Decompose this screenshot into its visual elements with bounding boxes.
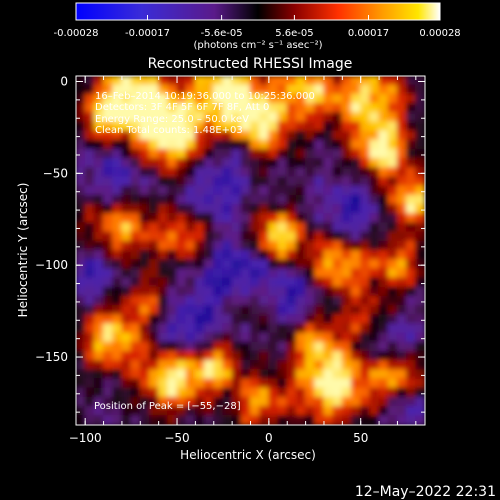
annotation-time: 16–Feb–2014 10:19:36.000 to 10:25:36.000: [95, 91, 315, 102]
colorbar-units-label: (photons cm⁻² s⁻¹ asec⁻²): [193, 40, 322, 51]
y-axis-label: Heliocentric Y (arcsec): [16, 183, 30, 318]
colorbar-gradient: [75, 2, 441, 21]
colorbar: -0.00028 -0.00017 -5.6e-05 5.6e-05 0.00017 0.…: [54, 2, 461, 51]
y-tick-label: −100: [35, 258, 68, 272]
heatmap-image: [76, 76, 425, 425]
colorbar-tick-label: -0.00017: [125, 28, 170, 39]
annotation-energy: Energy Range: 25.0 – 50.0 keV: [95, 114, 249, 125]
y-tick-label: −150: [35, 350, 68, 364]
x-tick-label: −100: [69, 431, 102, 445]
axis-ticks: −100 −50 0 50 0 −50 −100 −150: [35, 75, 425, 445]
x-tick-label: 50: [353, 431, 368, 445]
x-tick-label: −50: [164, 431, 189, 445]
x-axis-label: Heliocentric X (arcsec): [180, 448, 316, 462]
x-tick-label: 0: [265, 431, 273, 445]
chart-title: Reconstructed RHESSI Image: [148, 56, 353, 72]
annotation-detectors: Detectors: 3F 4F 5F 6F 7F 8F, Att 0: [95, 102, 269, 113]
colorbar-tick-label: -0.00028: [54, 28, 99, 39]
y-tick-label: 0: [60, 75, 68, 89]
colorbar-tick-label: 0.00017: [348, 28, 389, 39]
colorbar-tick-label: -5.6e-05: [201, 28, 243, 39]
y-tick-label: −50: [43, 166, 68, 180]
colorbar-tick-label: 0.00028: [419, 28, 460, 39]
colorbar-ticks: -0.00028 -0.00017 -5.6e-05 5.6e-05 0.00017 0.…: [54, 15, 461, 39]
colorbar-tick-label: 5.6e-05: [275, 28, 313, 39]
plot-area: −100 −50 0 50 0 −50 −100 −150: [35, 75, 426, 445]
footer-timestamp: 12–May–2022 22:31: [355, 484, 496, 500]
annotation-peak: Position of Peak = [−55,−28]: [94, 401, 241, 412]
annotation-clean: Clean Total counts: 1.48E+03: [95, 125, 243, 136]
annotation-block: 16–Feb–2014 10:19:36.000 to 10:25:36.000…: [94, 91, 315, 412]
